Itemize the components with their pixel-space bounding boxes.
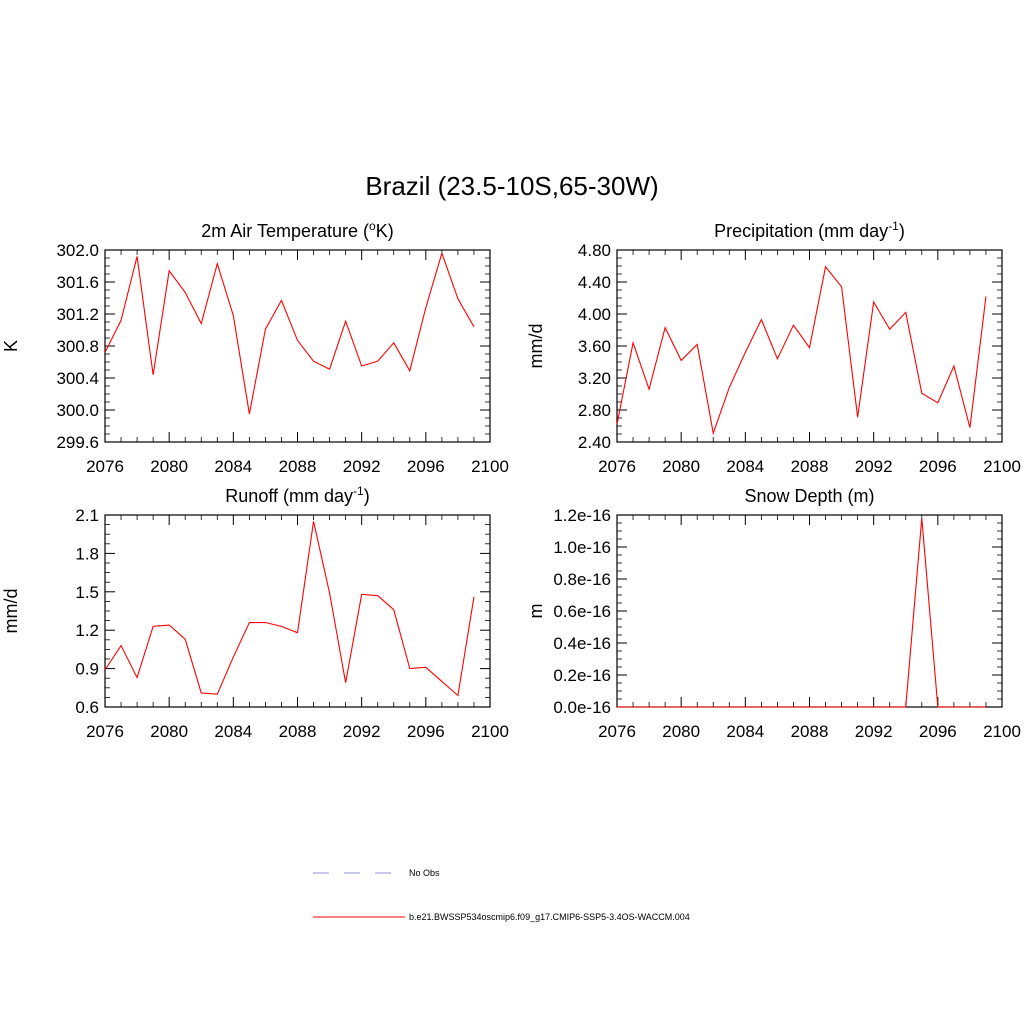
figure-title: Brazil (23.5-10S,65-30W)	[365, 171, 658, 201]
y-tick-label: 0.8e-16	[553, 570, 611, 589]
panel-title: Runoff (mm day-1)	[225, 484, 369, 506]
x-tick-label: 2076	[598, 457, 636, 476]
x-tick-label: 2088	[791, 722, 829, 741]
x-tick-label: 2076	[86, 722, 124, 741]
y-tick-label: 0.0e-16	[553, 698, 611, 717]
y-tick-label: 0.9	[75, 660, 99, 679]
x-tick-label: 2084	[214, 457, 252, 476]
y-tick-label: 301.6	[56, 273, 99, 292]
panel-title-tail: K)	[376, 221, 394, 241]
y-tick-label: 4.00	[578, 305, 611, 324]
panel-title: Snow Depth (m)	[744, 486, 874, 506]
x-tick-label: 2088	[279, 457, 317, 476]
chart-panel-3: Runoff (mm day-1) 2076 2080 2084 2088 2092 209…	[1, 484, 509, 741]
y-tick-label: 299.6	[56, 433, 99, 452]
y-tick-label: 0.2e-16	[553, 666, 611, 685]
panel-title-superscript: -1	[353, 484, 364, 498]
y-tick-label: 300.4	[56, 369, 99, 388]
y-tick-label: 1.8	[75, 544, 99, 563]
x-tick-label: 2100	[471, 457, 509, 476]
panel-title-superscript: -1	[888, 219, 899, 233]
x-tick-label: 2096	[919, 722, 957, 741]
y-tick-label: 0.6e-16	[553, 602, 611, 621]
y-tick-label: 1.0e-16	[553, 538, 611, 557]
series-line-1	[617, 518, 986, 708]
x-tick-label: 2080	[150, 457, 188, 476]
y-tick-label: 0.4e-16	[553, 634, 611, 653]
y-tick-label: 2.1	[75, 506, 99, 525]
x-tick-label: 2088	[791, 457, 829, 476]
x-tick-label: 2084	[726, 722, 764, 741]
panel-title-text: 2m Air Temperature (	[201, 221, 369, 241]
x-tick-label: 2100	[983, 722, 1021, 741]
y-axis-label: mm/d	[526, 324, 546, 369]
plot-frame	[104, 514, 491, 708]
plot-frame	[616, 514, 1003, 708]
x-tick-label: 2096	[919, 457, 957, 476]
series-line-1	[104, 521, 475, 697]
x-tick-label: 2088	[279, 722, 317, 741]
y-tick-label: 0.6	[75, 698, 99, 717]
x-tick-label: 2092	[343, 457, 381, 476]
panel-title-tail: )	[899, 221, 905, 241]
y-tick-label: 300.8	[56, 337, 99, 356]
panel-title-text: Runoff (mm day	[225, 486, 353, 506]
x-tick-label: 2084	[726, 457, 764, 476]
y-axis-label: mm/d	[1, 589, 21, 634]
y-tick-label: 1.2e-16	[553, 506, 611, 525]
y-tick-label: 301.2	[56, 305, 99, 324]
x-tick-label: 2092	[343, 722, 381, 741]
chart-panel-2: Precipitation (mm day-1) 2076 2080 2084 2088…	[526, 219, 1021, 476]
series-line-1	[104, 251, 475, 415]
panel-title: 2m Air Temperature (oK)	[201, 219, 393, 241]
chart-panel-4: Snow Depth (m) 2076 2080 2084 2088 2092 2096 21…	[526, 486, 1021, 741]
panel-title-tail: )	[364, 486, 370, 506]
x-tick-label: 2076	[86, 457, 124, 476]
x-tick-label: 2084	[214, 722, 252, 741]
x-tick-label: 2100	[471, 722, 509, 741]
y-tick-label: 4.80	[578, 241, 611, 260]
y-tick-label: 302.0	[56, 241, 99, 260]
y-tick-label: 2.80	[578, 401, 611, 420]
legend-label-2: b.e21.BWSSP534oscmip6.f09_g17.CMIP6-SSP5…	[409, 912, 690, 922]
y-tick-label: 4.40	[578, 273, 611, 292]
x-tick-label: 2096	[407, 457, 445, 476]
y-tick-label: 3.20	[578, 369, 611, 388]
y-axis-label: m	[526, 604, 546, 619]
panel-title-text: Snow Depth (m)	[744, 486, 874, 506]
x-tick-label: 2080	[662, 457, 700, 476]
x-tick-label: 2100	[983, 457, 1021, 476]
x-tick-label: 2096	[407, 722, 445, 741]
panel-title-text: Precipitation (mm day	[714, 221, 888, 241]
y-tick-label: 3.60	[578, 337, 611, 356]
panel-title-superscript: o	[369, 219, 376, 233]
x-tick-label: 2076	[598, 722, 636, 741]
y-tick-label: 1.2	[75, 621, 99, 640]
x-tick-label: 2080	[662, 722, 700, 741]
legend-label-1: No Obs	[409, 868, 440, 878]
chart-panel-1: 2m Air Temperature (oK) 2076 2080 2084 2088 2…	[1, 219, 509, 476]
x-tick-label: 2080	[150, 722, 188, 741]
y-tick-label: 300.0	[56, 401, 99, 420]
panels: 2m Air Temperature (oK)2076 2080 2084 2088 2…	[1, 219, 1021, 741]
x-tick-label: 2092	[855, 722, 893, 741]
legend: No Obs b.e21.BWSSP534oscmip6.f09_g17.CMIP…	[313, 868, 690, 922]
y-tick-label: 1.5	[75, 583, 99, 602]
x-tick-label: 2092	[855, 457, 893, 476]
y-tick-label: 2.40	[578, 433, 611, 452]
plot-frame	[104, 249, 491, 443]
series-line-1	[616, 265, 987, 436]
y-axis-label: K	[1, 340, 21, 352]
panel-title: Precipitation (mm day-1)	[714, 219, 905, 241]
